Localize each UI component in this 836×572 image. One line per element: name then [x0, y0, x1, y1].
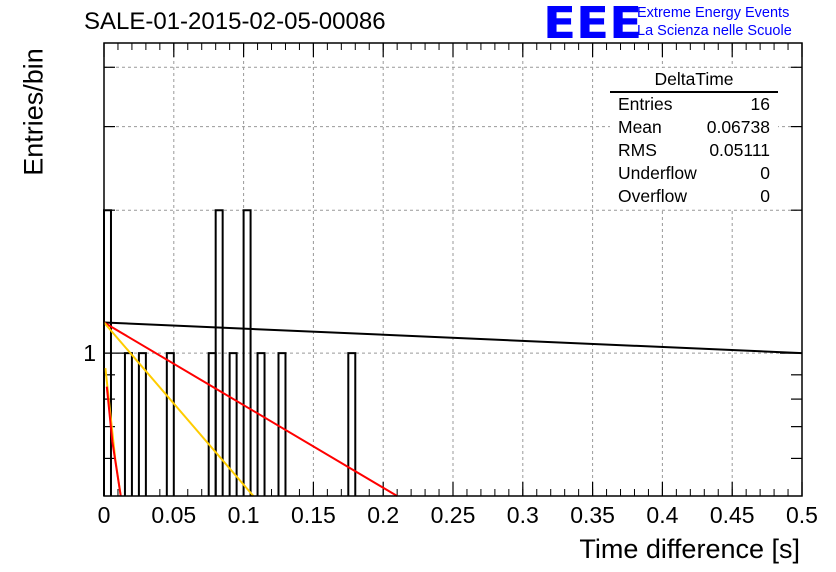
fit-curve	[103, 321, 255, 497]
stats-box: DeltaTime Entries 16 Mean 0.06738 RMS 0.051…	[610, 68, 778, 208]
stats-row: Entries 16	[610, 93, 778, 116]
stats-row: Mean 0.06738	[610, 116, 778, 139]
x-tick-label: 0.35	[570, 502, 615, 528]
stats-row: Overflow 0	[610, 185, 778, 208]
stats-value: 0	[760, 163, 770, 183]
histogram-bin	[256, 352, 266, 496]
stats-value: 0.06738	[706, 117, 770, 137]
stats-label: Mean	[618, 117, 662, 137]
stats-label: RMS	[618, 140, 657, 160]
x-axis-label: Time difference [s]	[579, 534, 800, 564]
histogram-bin	[214, 209, 224, 496]
x-tick-label: 0.45	[710, 502, 755, 528]
x-tick-label: 0.5	[786, 502, 818, 528]
x-tick-label: 0.15	[291, 502, 336, 528]
x-tick-label: 0.3	[507, 502, 539, 528]
x-tick-label: 0.4	[646, 502, 678, 528]
x-tick-label: 0	[98, 502, 111, 528]
y-tick-label: 1	[83, 340, 96, 366]
x-tick-label: 0.05	[151, 502, 196, 528]
x-tick-label: 0.1	[228, 502, 260, 528]
fit-curve	[103, 321, 803, 355]
chart-title: SALE-01-2015-02-05-00086	[84, 8, 386, 35]
x-tick-label: 0.25	[431, 502, 476, 528]
histogram-bin	[123, 352, 133, 496]
stats-label: Underflow	[618, 163, 697, 183]
histogram-bin	[137, 352, 147, 496]
stats-value: 0.05111	[709, 140, 770, 160]
eee-logo: EEE	[543, 0, 643, 49]
stats-row: Underflow 0	[610, 162, 778, 185]
stats-label: Overflow	[618, 186, 688, 206]
stats-row: RMS 0.05111	[610, 139, 778, 162]
y-axis-label: Entries/bin	[18, 48, 49, 176]
logo-line1: Extreme Energy Events	[637, 5, 790, 21]
stats-title: DeltaTime	[610, 68, 778, 93]
histogram-bin	[228, 352, 238, 496]
fit-curve	[103, 321, 398, 497]
histogram-bin	[347, 352, 357, 496]
logo-line2: La Scienza nelle Scuole	[637, 23, 792, 39]
stats-label: Entries	[618, 94, 673, 114]
histogram-bin	[242, 209, 252, 496]
stats-value: 16	[750, 94, 770, 114]
histogram-bin	[277, 352, 287, 496]
x-tick-label: 0.2	[367, 502, 399, 528]
fit-curve	[105, 386, 122, 497]
logo-caption: Extreme Energy Events La Scienza nelle S…	[637, 4, 792, 40]
stats-value: 0	[760, 186, 770, 206]
plot-frame	[103, 42, 803, 497]
histogram-bin	[165, 352, 175, 496]
